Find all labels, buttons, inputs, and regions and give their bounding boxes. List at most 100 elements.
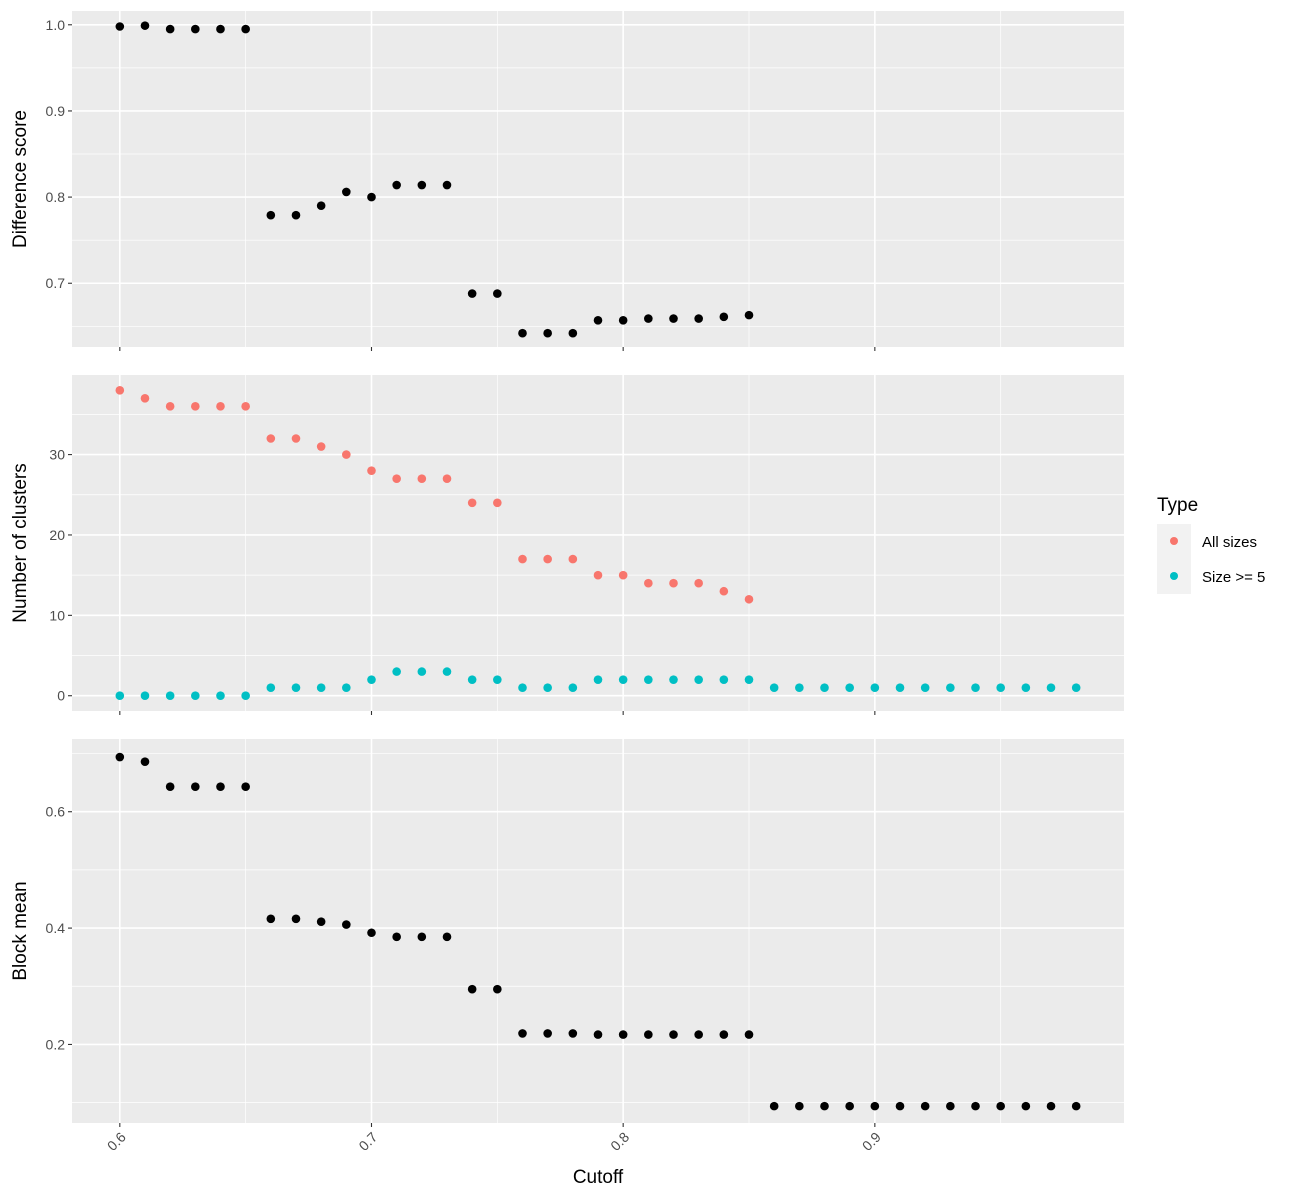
data-point <box>593 570 603 580</box>
panel-1: 0.7 0.8 0.9 1.0 Difference score <box>10 11 1124 351</box>
data-point <box>568 554 578 564</box>
y-axis-title: Number of clusters <box>10 463 31 622</box>
data-point <box>1021 1101 1031 1111</box>
data-point <box>241 782 250 792</box>
panel-2: 0 10 20 30 Number of clusters <box>10 375 1124 715</box>
panel-background <box>72 739 1124 1123</box>
data-point <box>543 328 552 338</box>
data-point <box>744 1030 754 1039</box>
data-point <box>719 1030 729 1039</box>
data-point <box>543 1029 552 1038</box>
data-point <box>392 667 401 676</box>
data-point <box>669 1030 678 1039</box>
data-point <box>316 683 326 692</box>
legend-key-background <box>1157 524 1191 594</box>
data-point <box>291 683 301 692</box>
y-axis-title: Block mean <box>10 881 31 980</box>
data-point <box>140 394 150 403</box>
data-point <box>266 914 276 924</box>
data-point <box>1071 683 1081 692</box>
data-point <box>618 315 628 325</box>
data-point <box>291 210 301 220</box>
data-point <box>392 474 401 483</box>
data-point <box>165 24 175 34</box>
data-point <box>493 675 502 684</box>
data-point <box>644 675 653 684</box>
y-tick-label: 0.2 <box>46 1036 66 1052</box>
data-point <box>342 450 351 459</box>
data-point <box>216 782 225 792</box>
data-point <box>467 675 477 684</box>
x-tick-label: 0.7 <box>355 1129 380 1154</box>
x-axis: 0.6 0.7 0.8 0.9 <box>104 1129 884 1154</box>
data-point <box>946 1101 955 1111</box>
y-tick-label: 0.9 <box>46 103 66 119</box>
data-point <box>266 434 276 443</box>
data-point <box>593 1030 603 1039</box>
panel-background <box>72 11 1124 347</box>
data-point <box>971 1101 980 1111</box>
data-point <box>971 683 980 692</box>
data-point <box>845 683 854 692</box>
data-point <box>140 21 150 30</box>
data-point <box>342 683 351 692</box>
data-point <box>493 984 502 994</box>
data-point <box>291 914 301 924</box>
data-point <box>115 22 125 31</box>
data-point <box>1046 683 1056 692</box>
data-point <box>769 1101 779 1111</box>
data-point <box>920 683 930 692</box>
data-point <box>417 932 427 942</box>
series-points <box>115 385 754 604</box>
data-point <box>316 917 326 926</box>
data-point <box>845 1101 854 1111</box>
data-point <box>895 1101 905 1111</box>
data-point <box>442 932 452 942</box>
data-point <box>367 928 376 938</box>
data-point <box>946 683 955 692</box>
legend-title: Type <box>1157 495 1198 516</box>
data-point <box>820 683 829 692</box>
data-point <box>493 498 502 508</box>
data-point <box>140 691 150 701</box>
data-point <box>593 675 603 684</box>
data-point <box>392 180 401 190</box>
y-tick-label: 0 <box>57 688 65 704</box>
data-point <box>241 402 250 411</box>
data-point <box>191 782 200 792</box>
data-point <box>367 192 376 202</box>
legend-label-all-sizes: All sizes <box>1202 534 1257 551</box>
data-point <box>115 385 125 395</box>
data-point <box>266 683 276 692</box>
data-point <box>140 757 150 766</box>
data-point <box>744 675 754 684</box>
data-point <box>241 24 250 34</box>
data-point <box>367 675 376 684</box>
x-tick-label: 0.6 <box>104 1129 129 1154</box>
data-point <box>342 187 351 197</box>
data-point <box>644 314 653 323</box>
data-point <box>291 434 301 443</box>
data-point <box>216 402 225 411</box>
data-point <box>744 594 754 604</box>
x-axis-title: Cutoff <box>573 1167 624 1188</box>
data-point <box>568 1029 578 1038</box>
data-point <box>543 683 552 692</box>
y-tick-label: 10 <box>49 607 65 623</box>
data-point <box>669 675 678 684</box>
data-point <box>417 474 427 483</box>
data-point <box>316 442 326 451</box>
data-point <box>392 932 401 942</box>
data-point <box>1046 1101 1056 1111</box>
data-point <box>417 180 427 190</box>
data-point <box>694 578 703 588</box>
data-point <box>518 1029 527 1038</box>
data-point <box>191 402 200 411</box>
data-point <box>644 578 653 588</box>
y-tick-label: 0.6 <box>46 804 66 820</box>
data-point <box>165 782 175 792</box>
data-point <box>920 1101 930 1111</box>
data-point <box>216 691 225 701</box>
data-point <box>417 667 427 676</box>
